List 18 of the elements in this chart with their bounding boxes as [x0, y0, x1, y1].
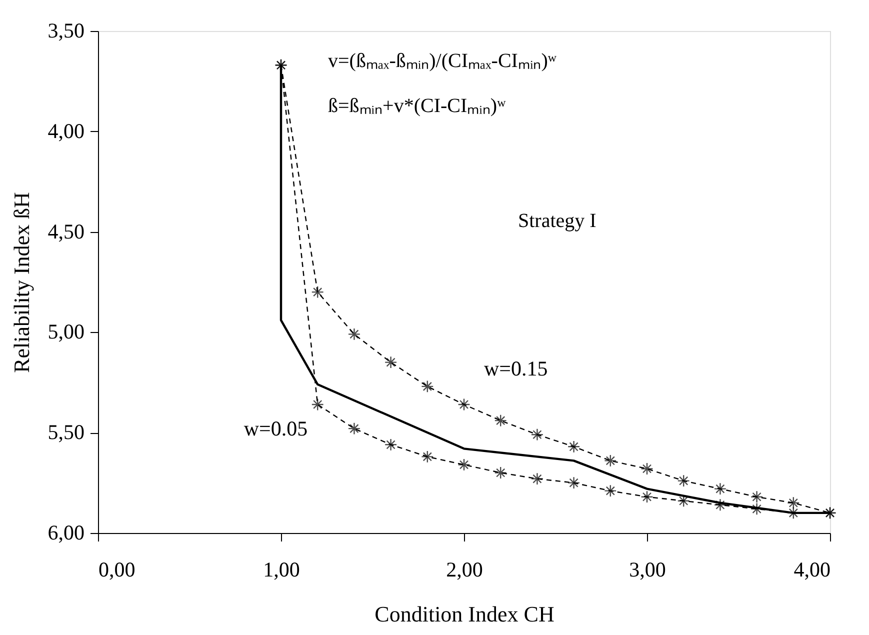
y-tick-label: 5,00: [48, 320, 84, 344]
x-tick-label: 0,00: [98, 558, 136, 582]
annotation: v=(ßₘₐₓ-ßₘᵢₙ)/(CIₘₐₓ-CIₘᵢₙ)ʷ: [328, 50, 557, 72]
x-axis-title: Condition Index CH: [374, 602, 554, 626]
annotation: Strategy I: [518, 210, 596, 232]
y-tick-label: 6,00: [48, 520, 84, 544]
y-tick-label: 4,00: [48, 118, 84, 143]
x-tick-label: 2,00: [446, 558, 483, 582]
series-label: w=0.05: [244, 416, 308, 440]
series-label: w=0.15: [484, 356, 548, 380]
annotation: ß=ßₘᵢₙ+v*(CI-CIₘᵢₙ)ʷ: [328, 95, 506, 117]
x-tick-label: 1,00: [263, 558, 300, 582]
y-tick-label: 4,50: [48, 219, 84, 244]
y-tick-label: 5,50: [48, 420, 84, 444]
x-tick-label: 4,00: [794, 558, 830, 582]
y-tick-label: 3,50: [48, 18, 84, 42]
y-axis-title: Reliability Index ßH: [8, 192, 34, 373]
x-tick-label: 3,00: [629, 558, 666, 582]
